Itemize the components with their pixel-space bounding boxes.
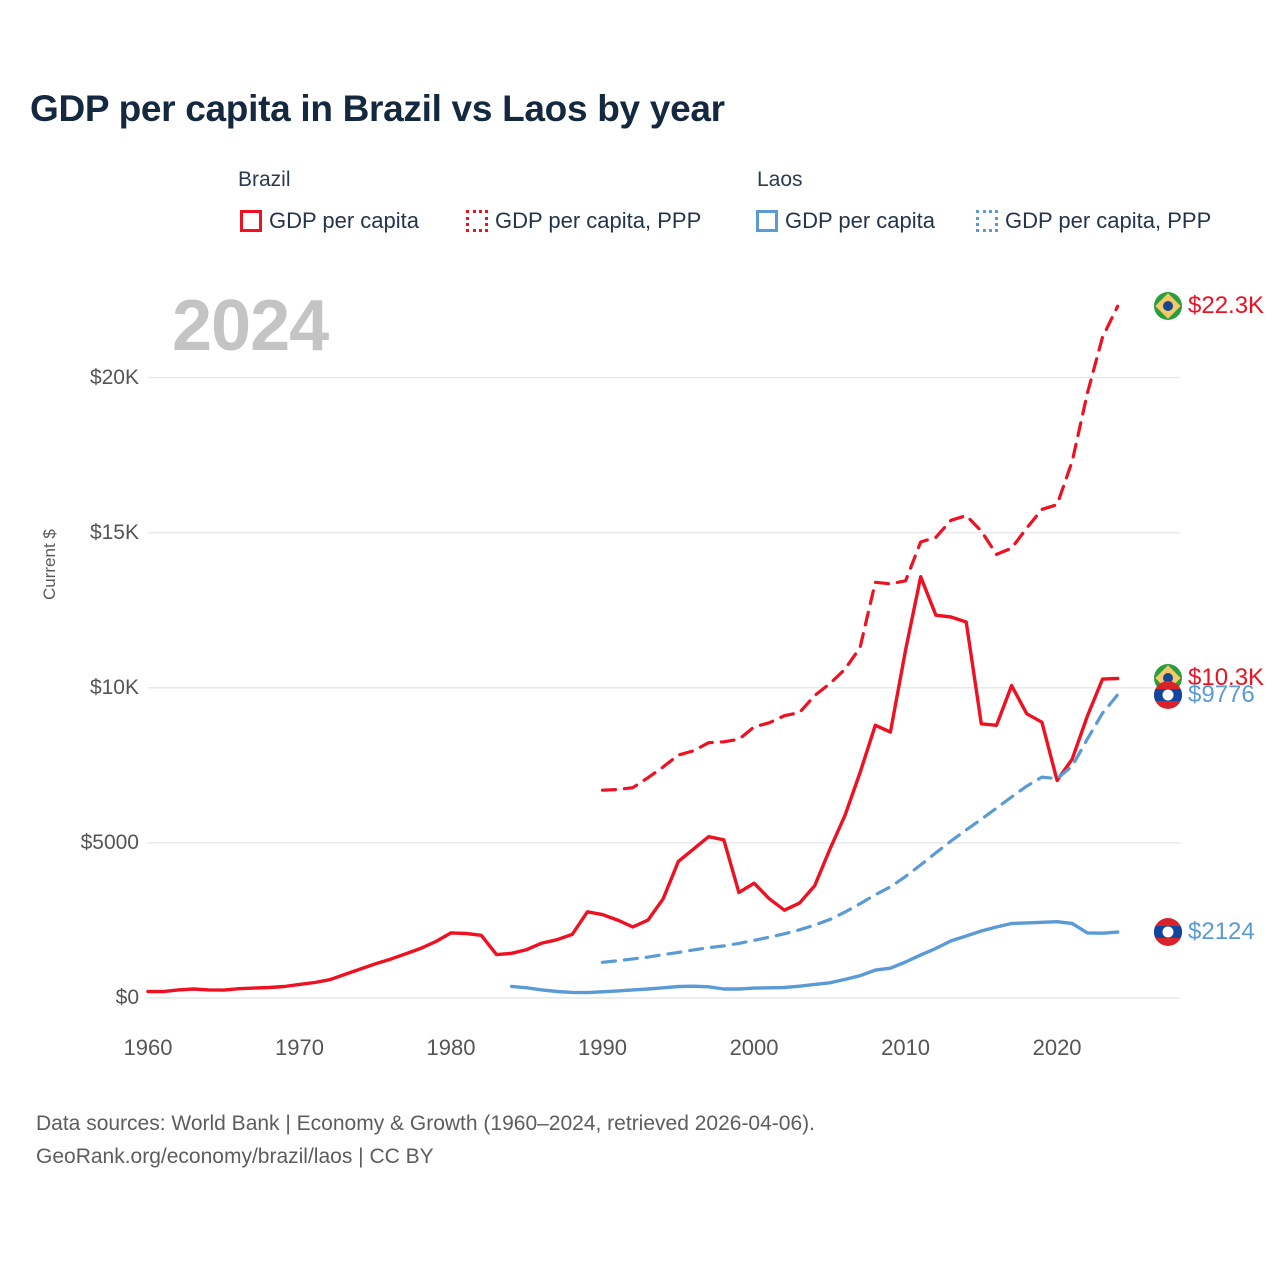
brazil-flag-icon xyxy=(1154,292,1182,321)
legend-label: GDP per capita xyxy=(269,208,420,233)
x-axis-tick-label: 1980 xyxy=(426,1035,476,1060)
legend-swatch-dotted-red xyxy=(466,210,488,232)
legend-label: GDP per capita xyxy=(785,208,936,233)
year-watermark: 2024 xyxy=(172,286,329,366)
legend-item-laos-ppp[interactable]: GDP per capita, PPP xyxy=(976,208,1211,234)
legend-item-laos-gdp[interactable]: GDP per capita xyxy=(756,208,935,234)
end-label-value: $10.3K xyxy=(1188,664,1265,692)
x-axis-tick-label: 1960 xyxy=(123,1035,173,1060)
chart-legend: Brazil GDP per capita GDP per capita, PP… xyxy=(0,160,1280,240)
legend-group-laos-label: Laos xyxy=(757,168,803,191)
laos-flag-icon xyxy=(1154,680,1182,709)
end-label-brazil-ppp: $22.3K xyxy=(1154,292,1265,321)
legend-group-brazil-label: Brazil xyxy=(238,168,291,191)
footer-attribution: GeoRank.org/economy/brazil/laos | CC BY xyxy=(36,1144,434,1168)
series-line xyxy=(509,920,1120,995)
gridlines xyxy=(148,376,1180,999)
y-axis-tick-label: $20K xyxy=(89,365,139,389)
y-axis-tick-label: $0 xyxy=(115,986,139,1009)
legend-item-brazil-ppp[interactable]: GDP per capita, PPP xyxy=(466,208,701,234)
legend-label: GDP per capita, PPP xyxy=(495,208,702,233)
x-axis-tick-label: 2010 xyxy=(881,1035,931,1060)
page-title: GDP per capita in Brazil vs Laos by year xyxy=(30,88,725,129)
legend-swatch-dotted-blue xyxy=(976,210,998,232)
legend-swatch-solid-blue xyxy=(756,210,778,232)
legend-label: GDP per capita, PPP xyxy=(1005,208,1212,233)
laos-flag-icon xyxy=(1154,918,1182,947)
legend-item-brazil-gdp[interactable]: GDP per capita xyxy=(240,208,419,234)
y-axis-tick-label: $10K xyxy=(89,675,139,699)
x-axis-tick-label: 2000 xyxy=(729,1035,779,1060)
end-label-laos-ppp: $9776 xyxy=(1154,680,1255,709)
series-line xyxy=(146,575,1120,994)
series-line xyxy=(600,304,1120,792)
x-axis-tick-label: 2020 xyxy=(1032,1035,1082,1060)
end-label-value: $22.3K xyxy=(1188,292,1265,320)
x-axis-tick-label: 1990 xyxy=(578,1035,628,1060)
series-line xyxy=(600,693,1120,964)
legend-swatch-solid-red xyxy=(240,210,262,232)
footer-sources: Data sources: World Bank | Economy & Gro… xyxy=(36,1112,815,1135)
y-axis-tick-label: $15K xyxy=(89,520,139,544)
end-label-value: $9776 xyxy=(1188,680,1255,708)
x-axis-tick-label: 1970 xyxy=(275,1035,324,1060)
footer: Data sources: World Bank | Economy & Gro… xyxy=(36,1108,815,1173)
end-label-laos-gdp: $2124 xyxy=(1154,918,1255,947)
y-axis-tick-label: $5000 xyxy=(80,830,139,854)
end-label-value: $2124 xyxy=(1188,918,1255,946)
series-layer xyxy=(146,304,1120,995)
